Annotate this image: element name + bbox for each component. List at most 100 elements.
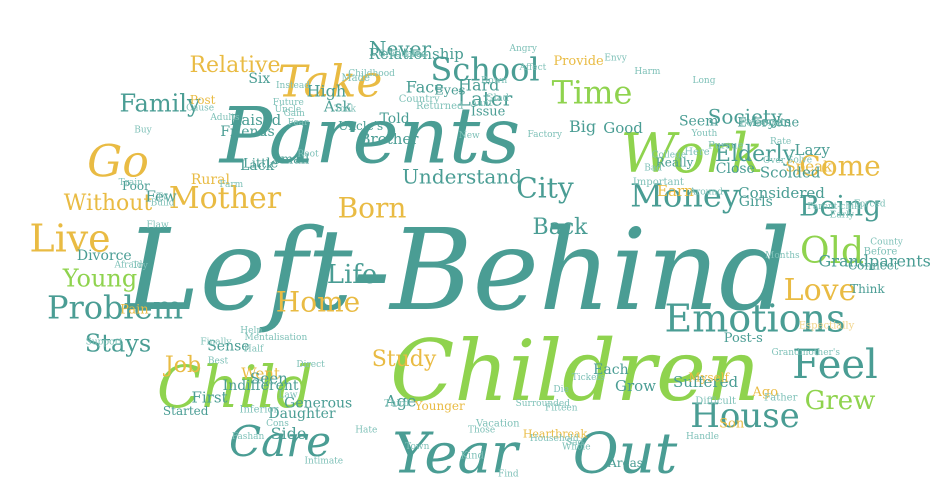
- cloud-word-aunt: Aunt: [470, 99, 493, 109]
- cloud-word-college: College: [652, 151, 686, 161]
- cloud-word-adults: Adults: [209, 113, 240, 123]
- cloud-word-eyes: Eyes: [434, 84, 465, 99]
- cloud-word-never: Never: [369, 37, 431, 61]
- cloud-word-come: Come: [799, 150, 880, 183]
- cloud-word-made: Made: [341, 73, 370, 84]
- cloud-word-connect: Connect: [848, 259, 899, 273]
- cloud-word-study: Study: [372, 347, 437, 372]
- cloud-word-went: Went: [241, 364, 280, 382]
- cloud-word-side: Side: [271, 424, 307, 443]
- cloud-word-hate: Hate: [355, 425, 377, 435]
- cloud-word-build: Build: [151, 199, 175, 209]
- cloud-word-without: Without: [64, 191, 153, 216]
- cloud-word-little: Little: [243, 157, 278, 172]
- cloud-word-young: Young: [62, 265, 137, 293]
- cloud-word-future: Future: [273, 98, 304, 108]
- cloud-word-school: School: [430, 51, 539, 89]
- cloud-word-love: Love: [784, 273, 857, 308]
- cloud-word-around: Around: [688, 187, 723, 197]
- cloud-word-bad: Bad: [644, 164, 662, 174]
- cloud-word-difficult: Difficult: [695, 396, 736, 407]
- cloud-word-pain: Pain: [120, 303, 149, 318]
- cloud-word-seem: Seem: [679, 114, 718, 130]
- cloud-word-first: First: [191, 389, 227, 407]
- cloud-word-home: Home: [276, 286, 360, 319]
- cloud-word-parents: Parents: [218, 92, 521, 182]
- cloud-word-provide: Provide: [553, 54, 604, 69]
- cloud-word-everyone: Everyone: [737, 115, 799, 130]
- cloud-word-younger: Younger: [414, 399, 465, 413]
- cloud-word-tv: Tv: [157, 192, 169, 202]
- cloud-word-returned: Returned: [416, 101, 464, 112]
- cloud-word-direct: Direct: [296, 360, 325, 370]
- cloud-word-mentalisation: Mentalisation: [245, 333, 308, 343]
- cloud-word-seen: Seen: [250, 370, 288, 388]
- cloud-word-important: Important: [633, 177, 684, 188]
- cloud-word-told: Told: [380, 111, 410, 127]
- cloud-word-find: Find: [498, 470, 519, 480]
- cloud-word-envy: Envy: [604, 54, 627, 64]
- cloud-word-rate: Rate: [770, 137, 791, 147]
- cloud-word-tickets: Tickets: [572, 373, 605, 383]
- cloud-word-ago: Ago: [752, 385, 779, 400]
- cloud-word-year: Year: [392, 422, 521, 487]
- cloud-word-really: Really: [656, 156, 694, 170]
- cloud-word-instead: Instead: [276, 81, 310, 91]
- cloud-word-few: Few: [145, 188, 176, 206]
- cloud-word-problem: Problem: [47, 289, 183, 327]
- cloud-word-big: Big: [569, 117, 596, 136]
- cloud-word-support: Support: [86, 337, 123, 347]
- cloud-word-fear: Fear: [288, 118, 309, 128]
- cloud-word-down: Down: [481, 76, 507, 86]
- cloud-word-best: Best: [208, 357, 229, 367]
- cloud-word-long: Long: [693, 76, 716, 86]
- cloud-word-children: Children: [390, 322, 760, 420]
- cloud-word-grow: Grow: [615, 377, 656, 395]
- cloud-word-care: Care: [229, 417, 331, 466]
- cloud-word-post: Post: [190, 93, 216, 107]
- cloud-word-harm: Harm: [634, 67, 661, 77]
- cloud-word-child: Child: [157, 353, 313, 421]
- cloud-word-affect: Affect: [519, 63, 547, 73]
- cloud-word-high: High: [307, 82, 347, 101]
- cloud-word-fifteen: Fifteen: [545, 404, 578, 414]
- cloud-word-hard: Hard: [458, 75, 499, 94]
- cloud-word-cons: Cons: [266, 419, 289, 429]
- cloud-word-being: Being: [799, 190, 881, 223]
- cloud-word-think: Think: [850, 282, 885, 296]
- cloud-word-handle: Handle: [686, 432, 719, 442]
- cloud-word-county: County: [870, 238, 904, 248]
- cloud-word-graduated: Graduated: [378, 50, 427, 60]
- cloud-word-old: Old: [800, 231, 864, 272]
- cloud-word-new: New: [459, 131, 480, 141]
- cloud-word-die: Die: [553, 385, 568, 395]
- cloud-word-pursue: Pursue: [708, 141, 744, 152]
- cloud-word-take: Take: [278, 57, 383, 108]
- cloud-word-relationship: Relationship: [369, 45, 464, 63]
- cloud-word-started: Started: [163, 404, 209, 418]
- cloud-word-areas: Areas: [607, 456, 643, 470]
- cloud-word-root: Root: [297, 149, 319, 159]
- cloud-word-youth: Youth: [691, 129, 718, 139]
- cloud-word-considered: Considered: [738, 184, 825, 202]
- cloud-word-farm: Farm: [219, 180, 243, 190]
- cloud-word-glad: Glad: [486, 93, 510, 104]
- cloud-word-whole: Whole: [562, 443, 591, 453]
- cloud-word-took: Took: [334, 105, 356, 115]
- cloud-word-job: Job: [163, 353, 201, 378]
- cloud-word-family: Family: [120, 90, 201, 118]
- cloud-word-fashan: Fashan: [232, 432, 265, 442]
- cloud-word-understand: Understand: [402, 165, 522, 189]
- cloud-word-each: Each: [593, 362, 628, 378]
- cloud-word-here: Here: [684, 147, 709, 158]
- cloud-word-months: Months: [765, 251, 800, 261]
- cloud-word-before: Before: [864, 247, 898, 258]
- cloud-word-intimate: Intimate: [304, 457, 343, 467]
- cloud-word-suffered: Suffered: [673, 373, 739, 391]
- cloud-word-afraid: Afraid: [114, 260, 143, 270]
- cloud-word-elderly: Elderly: [715, 142, 796, 167]
- cloud-word-try: Try: [132, 261, 148, 271]
- cloud-word-surrounded: Surrounded: [516, 399, 571, 409]
